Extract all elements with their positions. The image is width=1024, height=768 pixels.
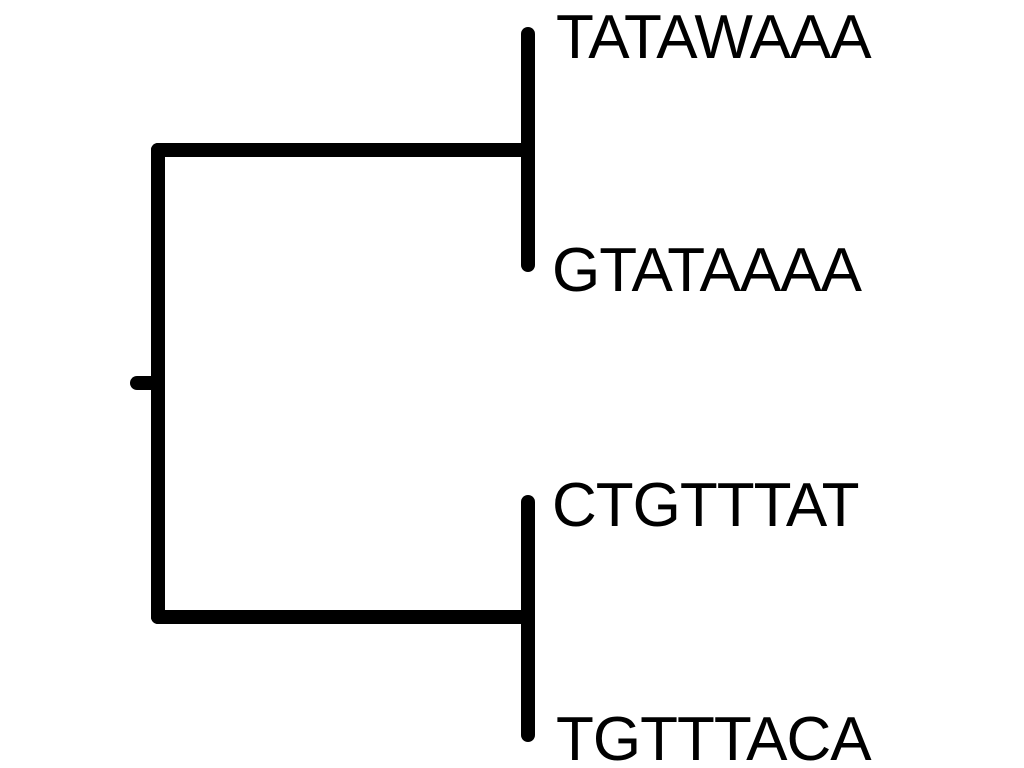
leaf-label-4: TGTTTACA — [556, 705, 872, 768]
leaf-label-1: TATAWAAA — [556, 3, 872, 72]
leaf-label-3: CTGTTTAT — [552, 471, 859, 540]
leaf-label-2: GTATAAAA — [552, 236, 863, 305]
